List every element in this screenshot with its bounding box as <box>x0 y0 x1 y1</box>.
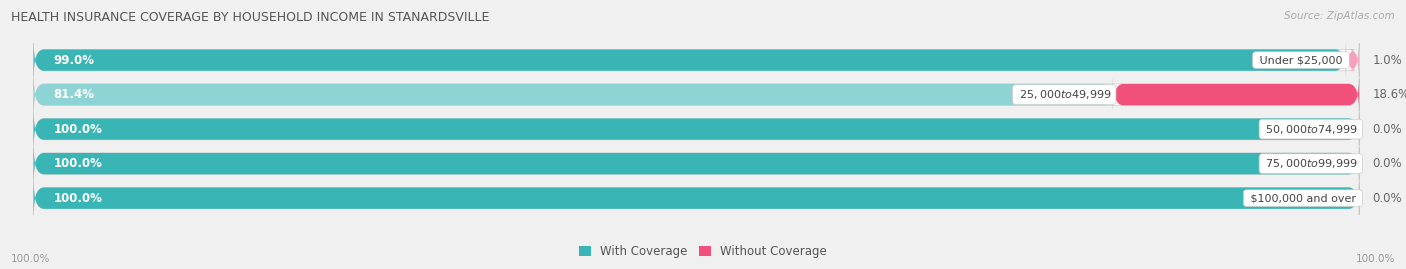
FancyBboxPatch shape <box>34 147 1360 180</box>
Text: 100.0%: 100.0% <box>11 254 51 264</box>
FancyBboxPatch shape <box>34 181 1360 215</box>
FancyBboxPatch shape <box>34 78 1112 112</box>
Legend: With Coverage, Without Coverage: With Coverage, Without Coverage <box>574 241 832 263</box>
FancyBboxPatch shape <box>34 112 1360 146</box>
Text: 81.4%: 81.4% <box>53 88 94 101</box>
Text: 100.0%: 100.0% <box>1355 254 1395 264</box>
FancyBboxPatch shape <box>1112 78 1360 112</box>
Text: 1.0%: 1.0% <box>1372 54 1402 67</box>
Text: HEALTH INSURANCE COVERAGE BY HOUSEHOLD INCOME IN STANARDSVILLE: HEALTH INSURANCE COVERAGE BY HOUSEHOLD I… <box>11 11 489 24</box>
Text: $75,000 to $99,999: $75,000 to $99,999 <box>1263 157 1360 170</box>
Text: 100.0%: 100.0% <box>53 192 103 205</box>
FancyBboxPatch shape <box>34 147 1360 180</box>
FancyBboxPatch shape <box>34 43 1346 77</box>
Text: $100,000 and over: $100,000 and over <box>1247 193 1360 203</box>
Text: 99.0%: 99.0% <box>53 54 94 67</box>
Text: 0.0%: 0.0% <box>1372 192 1402 205</box>
FancyBboxPatch shape <box>34 181 1360 215</box>
Text: 100.0%: 100.0% <box>53 157 103 170</box>
Text: 0.0%: 0.0% <box>1372 157 1402 170</box>
Text: 100.0%: 100.0% <box>53 123 103 136</box>
FancyBboxPatch shape <box>1346 43 1360 77</box>
Text: Source: ZipAtlas.com: Source: ZipAtlas.com <box>1284 11 1395 21</box>
FancyBboxPatch shape <box>34 43 1360 77</box>
Text: Under $25,000: Under $25,000 <box>1256 55 1346 65</box>
Text: 0.0%: 0.0% <box>1372 123 1402 136</box>
Text: $25,000 to $49,999: $25,000 to $49,999 <box>1017 88 1112 101</box>
FancyBboxPatch shape <box>34 78 1360 112</box>
Text: $50,000 to $74,999: $50,000 to $74,999 <box>1263 123 1360 136</box>
Text: 18.6%: 18.6% <box>1372 88 1406 101</box>
FancyBboxPatch shape <box>34 112 1360 146</box>
